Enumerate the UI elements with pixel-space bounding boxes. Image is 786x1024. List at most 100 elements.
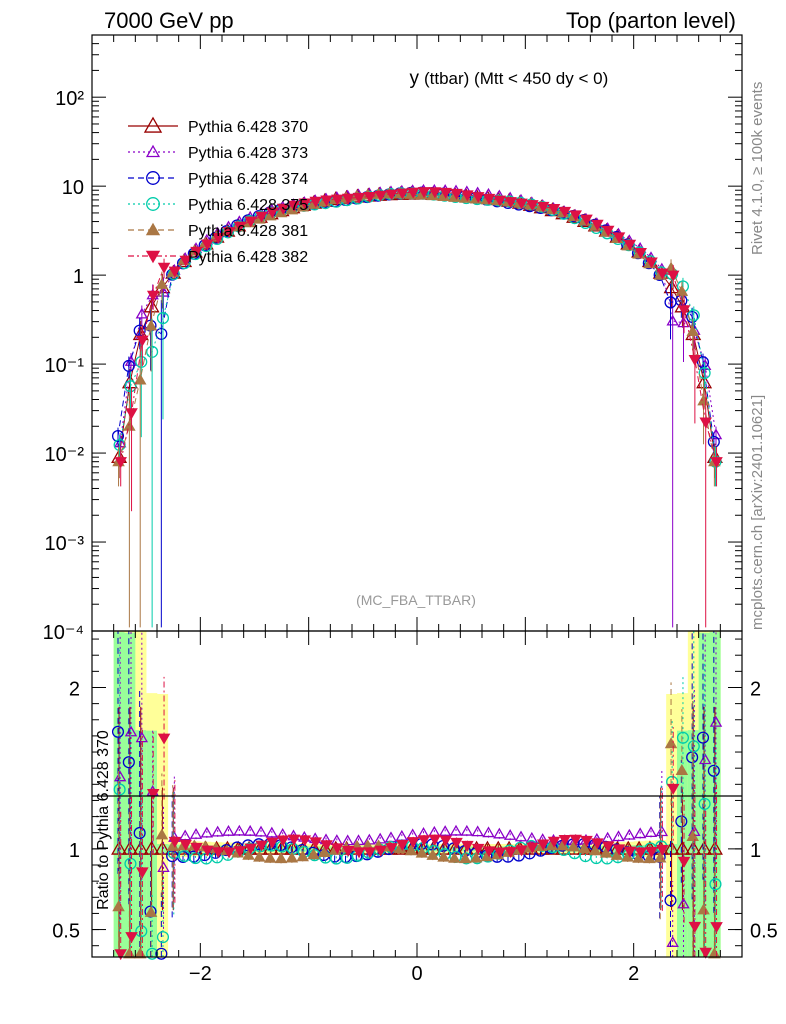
series-5-point-28-shape — [417, 187, 431, 199]
series-5-rpoint-49 — [645, 846, 658, 858]
xtick-label-2: 2 — [628, 963, 639, 985]
series-4-rpoint-12 — [242, 848, 255, 860]
series-3-rpoint-4-shape — [156, 931, 170, 944]
ratio-ytick-label-0: 0.5 — [52, 921, 80, 943]
series-5-rpoint-20 — [331, 843, 344, 855]
header-right-label: Top (parton level) — [566, 8, 736, 33]
legend-marker-4 — [145, 222, 161, 236]
series-0-point-51 — [663, 279, 680, 294]
legend-entry-4: Pythia 6.428 381 — [128, 222, 308, 240]
series-1-rpoint-52-shape — [677, 897, 690, 909]
series-3-point-55-shape — [709, 455, 722, 468]
series-1-rpoint-35 — [493, 827, 506, 839]
series-4-rpoint-28-shape — [415, 846, 429, 858]
series-5-rpoint-54-shape — [699, 947, 712, 959]
ratio-frame — [91, 630, 743, 958]
series-0-point-3 — [143, 298, 160, 313]
series-5-rpoint-24-shape — [374, 845, 387, 857]
series-4-rpoint-52 — [675, 764, 689, 775]
series-1-point-4-shape — [157, 285, 170, 297]
series-4-rpoint-19-shape — [318, 845, 331, 857]
series-1-rpoint-33-shape — [471, 825, 484, 837]
series-5-point-12-shape — [244, 216, 257, 228]
series-5-rpoint-4-shape — [157, 733, 171, 745]
series-4-rpoint-31-shape — [448, 851, 461, 863]
header-left-label: 7000 GeV pp — [104, 8, 234, 33]
x-axis-ticks: −2 0 2 — [91, 35, 743, 985]
series-5-rpoint-30 — [439, 835, 452, 847]
series-4-rpoint-19 — [318, 845, 331, 857]
mcplots-label: mcplots.cern.ch [arXiv:2401.10621] — [749, 395, 766, 630]
series-4-rpoint-48 — [632, 851, 645, 863]
series-3-rpoint-55 — [709, 878, 722, 891]
series-4-rpoint-2 — [133, 947, 147, 959]
series-5-point-53 — [688, 355, 702, 366]
series-5-point-45-shape — [601, 225, 615, 237]
series-5-rpoint-8-shape — [201, 845, 214, 857]
series-5-rpoint-45-shape — [601, 841, 615, 853]
main-ytick-label-1: 10⁻³ — [45, 533, 85, 555]
series-4-rpoint-0-shape — [112, 900, 125, 912]
series-1-rpoint-11 — [233, 824, 246, 836]
series-4-rpoint-51-shape — [664, 737, 678, 749]
series-4-rpoint-12-shape — [242, 848, 255, 860]
series-5-rpoint-53-shape — [688, 921, 702, 933]
legend-marker-1-shape — [145, 144, 161, 158]
ratio-axis-ticks: 0.5 0.5 1 1 2 2 — [52, 638, 778, 947]
series-5-rpoint-14-shape — [266, 837, 279, 849]
series-4-point-54-shape — [697, 394, 710, 406]
series-5-rpoint-23-shape — [363, 847, 377, 859]
series-0-rpoint-4-shape — [154, 840, 171, 855]
series-1-rpoint-50 — [655, 825, 669, 837]
series-3-rpoint-0-shape — [113, 783, 126, 796]
series-5-rpoint-40 — [547, 836, 561, 848]
series-5-rpoint-41-shape — [558, 835, 572, 846]
series-3-point-2-shape — [135, 355, 148, 368]
series-4-rpoint-43-shape — [578, 842, 591, 854]
series-3-rpoint-54 — [698, 797, 711, 810]
series-0-rpoint-1-shape — [121, 840, 138, 855]
series-5-rpoint-14 — [266, 837, 279, 849]
series-2-rpoint-51-shape — [664, 894, 677, 907]
series-4-rpoint-52-shape — [675, 764, 689, 775]
series-4-point-54 — [697, 394, 710, 406]
legend-marker-5-shape — [145, 250, 161, 264]
series-4-point-1 — [123, 419, 136, 431]
main-axis-ticks: 10⁻⁴ 10⁻³ 10⁻² 10⁻¹ 1 10 10² — [43, 34, 742, 644]
series-5-point-47 — [623, 239, 637, 251]
series-1-rpoint-12-shape — [243, 824, 257, 836]
series-4-rpoint-49-shape — [643, 852, 656, 864]
series-5-rpoint-4 — [157, 733, 171, 745]
main-ytick-label-5: 10 — [62, 177, 84, 199]
series-5-point-42-shape — [569, 210, 582, 222]
series-5-point-17-shape — [298, 198, 312, 210]
series-1-rpoint-38 — [525, 831, 539, 843]
series-5-point-43-shape — [580, 214, 593, 226]
series-0-rpoint-51-shape — [663, 840, 680, 855]
series-4-rpoint-3-shape — [144, 905, 158, 917]
series-1-rpoint-37 — [514, 830, 528, 842]
main-panel: 10⁻⁴ 10⁻³ 10⁻² 10⁻¹ 1 10 10² y (ttbar) (Mtt < … — [43, 34, 743, 644]
series-5-rpoint-33 — [471, 843, 485, 855]
main-ytick-label-6: 10² — [55, 88, 84, 110]
legend-marker-3-shape — [146, 197, 160, 211]
series-1-rpoint-14 — [265, 826, 279, 838]
series-5-rpoint-18 — [309, 837, 322, 849]
series-5-point-5 — [168, 266, 182, 278]
series-5-rpoint-21-shape — [341, 845, 355, 857]
series-5-point-43 — [580, 214, 593, 226]
series-5-point-35 — [493, 195, 507, 207]
series-5-rpoint-27-shape — [406, 837, 420, 849]
series-4-rpoint-28 — [415, 846, 429, 858]
series-4-rpoint-51 — [664, 737, 678, 749]
series-5-rpoint-3-shape — [146, 788, 160, 800]
series-5-point-31-shape — [450, 188, 463, 200]
legend-label-2: Pythia 6.428 374 — [188, 171, 308, 188]
series-5-point-20 — [331, 194, 344, 206]
series-5-rpoint-11-shape — [233, 846, 247, 858]
series-5-rpoint-6-shape — [179, 839, 192, 851]
series-5-point-15-shape — [276, 203, 290, 215]
rivet-version-label: Rivet 4.1.0, ≥ 100k events — [749, 82, 766, 255]
series-5-rpoint-51 — [666, 783, 680, 795]
series-2-point-4-shape — [155, 327, 168, 340]
